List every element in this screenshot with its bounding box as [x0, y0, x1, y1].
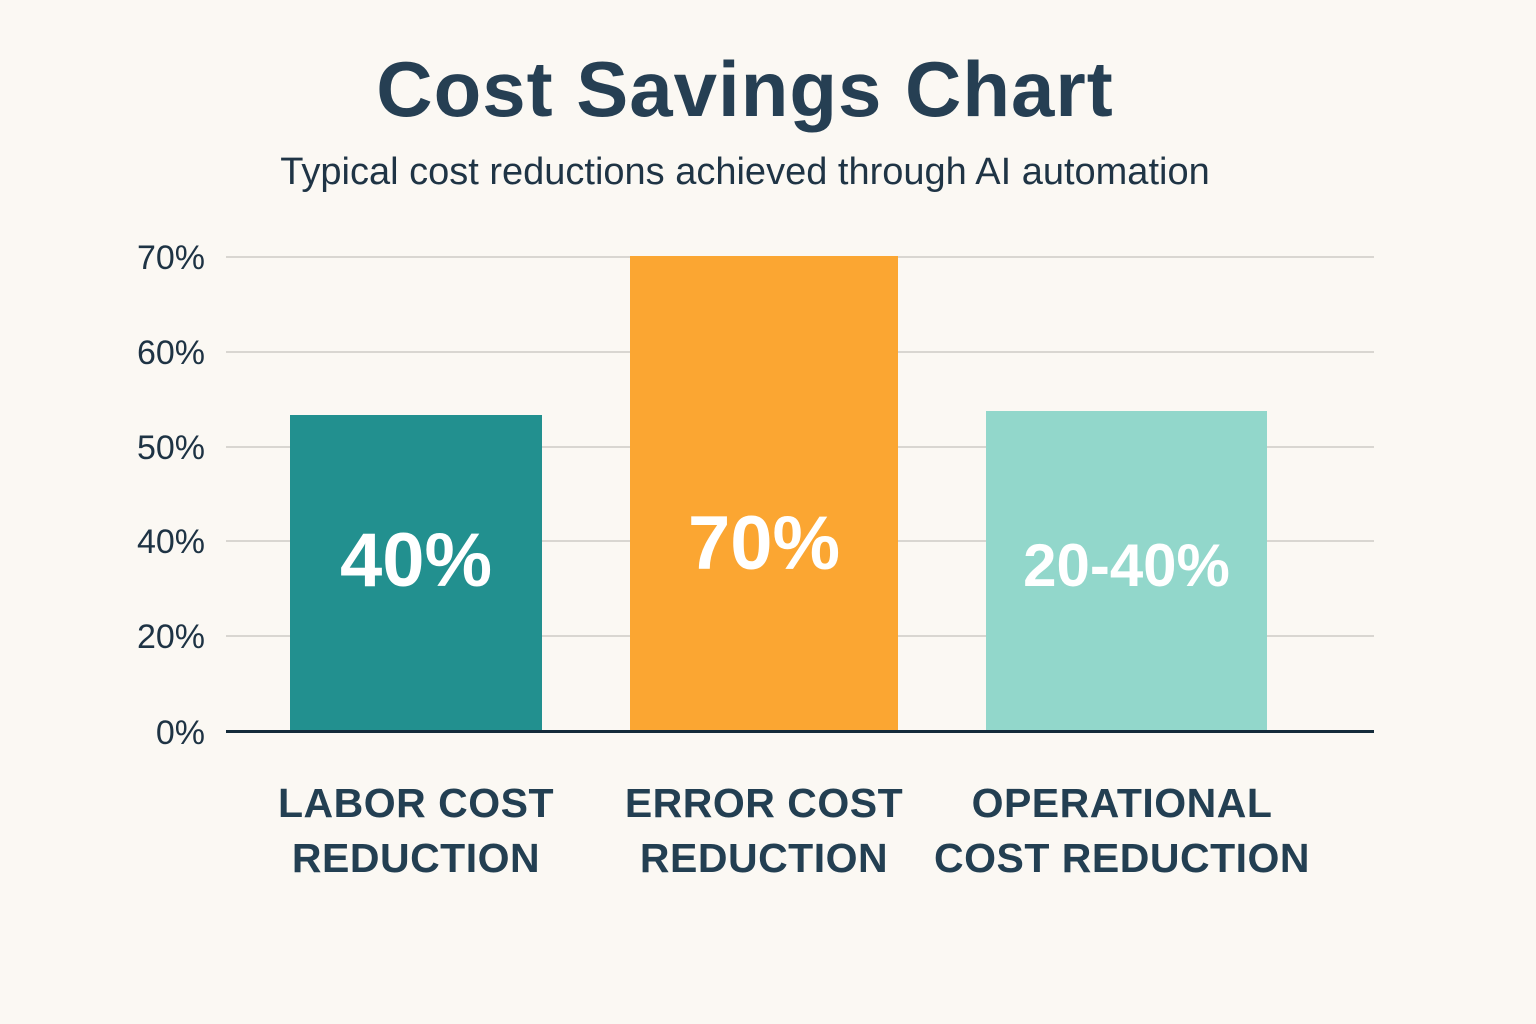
x-category-line: COST REDUCTION: [934, 835, 1310, 881]
y-tick-label: 20%: [136, 618, 205, 656]
x-category-line: ERROR COST: [624, 780, 904, 826]
y-tick-label: 50%: [136, 429, 205, 467]
x-category-label: OPERATIONAL COST REDUCTION: [932, 776, 1312, 886]
bar-error-cost: 70%: [630, 256, 898, 731]
bar-value-label: 70%: [687, 500, 841, 586]
x-category-line: REDUCTION: [291, 835, 541, 881]
x-category-line: LABOR COST: [277, 780, 555, 826]
y-tick-label: 60%: [136, 334, 205, 372]
x-category-line: OPERATIONAL: [971, 780, 1273, 826]
y-tick-label: 70%: [136, 239, 205, 277]
x-axis-line: [226, 730, 1374, 733]
bar-operational-cost: 20-40%: [986, 411, 1267, 731]
bar-value-label: 20-40%: [1023, 532, 1230, 599]
x-category-label: ERROR COST REDUCTION: [604, 776, 924, 886]
x-category-line: REDUCTION: [639, 835, 889, 881]
x-category-label: LABOR COST REDUCTION: [256, 776, 576, 886]
bar-labor-cost: 40%: [290, 415, 542, 731]
chart-subtitle: Typical cost reductions achieved through…: [280, 151, 1210, 193]
chart-title: Cost Savings Chart: [376, 45, 1114, 133]
bar-value-label: 40%: [339, 517, 493, 603]
y-tick-label: 0%: [155, 714, 205, 752]
y-tick-label: 40%: [136, 523, 205, 561]
